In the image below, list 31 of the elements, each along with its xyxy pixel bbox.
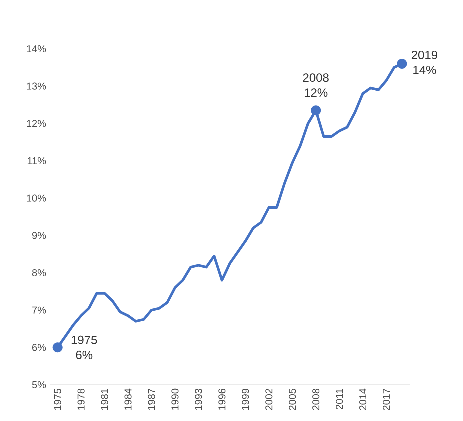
point (52, 342, 63, 353)
y-tick-label: 7% (32, 306, 46, 314)
x-tick-label: 2008 (312, 388, 320, 410)
annotation: 1975 6% (72, 336, 98, 360)
y-tick-label: 6% (32, 344, 46, 352)
x-tick-label: 1981 (101, 389, 108, 410)
annotation: 2019 14% (412, 50, 438, 74)
point (397, 58, 408, 69)
y-tick-label: 11% (28, 158, 46, 165)
point (311, 106, 322, 116)
annotation: 2008 12% (303, 74, 329, 98)
x-tick-label: 2011 (336, 389, 344, 410)
y-tick-label: 8% (32, 269, 46, 277)
x-tick-label: 1975 (54, 388, 62, 410)
x-tick-label: 2005 (289, 388, 296, 410)
x-tick-label: 1993 (195, 388, 202, 410)
x-tick-label: 1990 (172, 388, 179, 410)
x-tick-label: 2002 (266, 389, 273, 410)
y-tick-label: 14% (27, 46, 46, 53)
x-tick-label: 1996 (218, 388, 226, 410)
x-tick-label: 2014 (360, 388, 367, 410)
y-tick-label: 9% (32, 232, 46, 240)
y-tick-label: 10% (27, 194, 46, 202)
y-tick-label: 12% (27, 120, 46, 128)
y-tick-label: 5% (32, 381, 46, 389)
y-tick-label: 13% (27, 82, 46, 90)
x-tick-label: 1999 (242, 389, 250, 410)
x-tick-label: 1978 (78, 388, 85, 410)
x-tick-label: 1984 (124, 388, 132, 410)
x-tick-label: 1987 (148, 389, 156, 410)
x-tick-label: 2017 (382, 389, 390, 410)
